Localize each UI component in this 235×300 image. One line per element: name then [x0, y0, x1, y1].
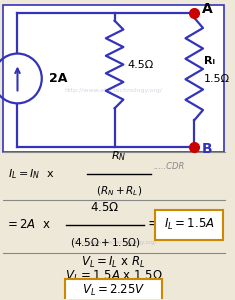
FancyBboxPatch shape	[3, 5, 224, 152]
Text: $V_L = I_L$ x $R_L$: $V_L = I_L$ x $R_L$	[81, 255, 146, 270]
Text: Rₗ: Rₗ	[204, 56, 215, 66]
FancyBboxPatch shape	[155, 210, 223, 240]
Text: A: A	[202, 2, 213, 16]
Text: http://www.electechnology.org/: http://www.electechnology.org/	[71, 240, 156, 245]
Text: $R_N$: $R_N$	[111, 149, 127, 163]
Text: $I_L = I_N$  x: $I_L = I_N$ x	[8, 167, 54, 181]
FancyBboxPatch shape	[65, 280, 162, 300]
Text: $V_L = 2.25V$: $V_L = 2.25V$	[82, 283, 145, 298]
Text: http://www.electechnology.org/: http://www.electechnology.org/	[65, 88, 163, 93]
Text: $I_L = 1.5A$: $I_L = 1.5A$	[164, 217, 215, 232]
Text: 1.5Ω: 1.5Ω	[204, 74, 230, 84]
Text: $(R_N+R_L)$: $(R_N+R_L)$	[96, 184, 142, 197]
Text: 4.5Ω: 4.5Ω	[127, 59, 153, 70]
Text: $4.5\Omega$: $4.5\Omega$	[90, 201, 120, 214]
Text: $(4.5\Omega +1.5\Omega)$: $(4.5\Omega +1.5\Omega)$	[70, 236, 140, 249]
Text: $V_L = 1.5A$ x $1.5\Omega$: $V_L = 1.5A$ x $1.5\Omega$	[65, 269, 163, 284]
Text: 2A: 2A	[49, 72, 67, 85]
Text: =: =	[148, 218, 159, 232]
Text: $= 2A$  x: $= 2A$ x	[5, 218, 51, 231]
Text: .....CDR: .....CDR	[153, 161, 185, 170]
Text: B: B	[202, 142, 213, 156]
